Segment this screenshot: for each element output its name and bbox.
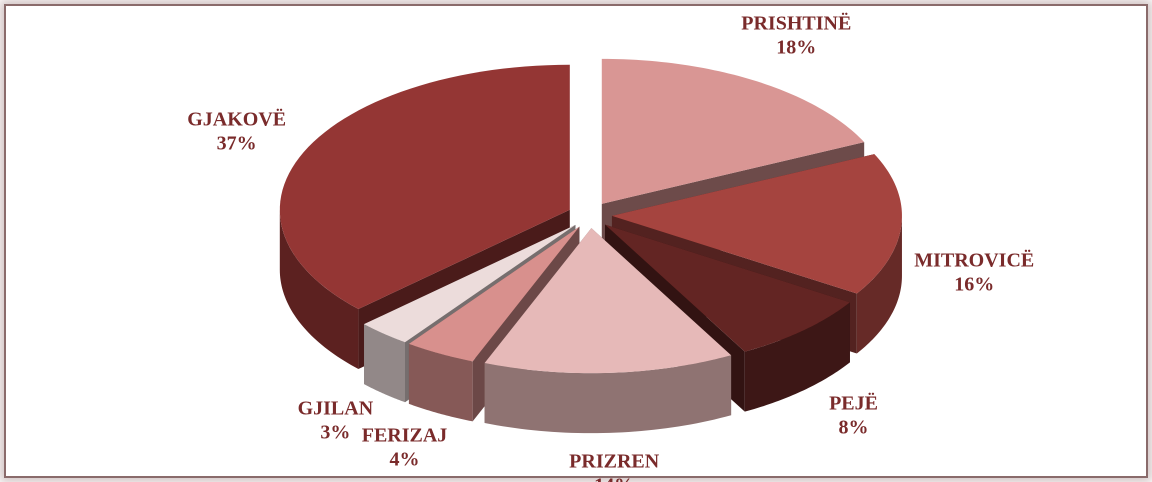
slice-top (484, 228, 732, 374)
slice-value-label: 18% (776, 36, 816, 58)
slice-outer-side (484, 355, 732, 434)
slice-top (279, 64, 570, 310)
slice-top (601, 58, 865, 204)
slice-value-label: 3% (320, 421, 350, 443)
slice-top (605, 224, 850, 352)
slice-value-label: 37% (217, 133, 257, 155)
slice-value-label: 16% (954, 273, 994, 295)
slice-label: FERIZAJ (362, 424, 448, 446)
slice-label: PRIZREN (569, 451, 660, 473)
slice-top (408, 226, 580, 362)
slice-top (611, 154, 902, 294)
slice-outer-side (408, 343, 473, 422)
slice-label: MITROVICË (914, 248, 1034, 271)
slice-value-label: 14% (594, 475, 634, 482)
slice (484, 228, 732, 434)
slice-outer-side (279, 209, 359, 370)
slice-value-label: 8% (839, 417, 869, 439)
slice-label: PRISHTINË (741, 11, 851, 34)
slice-outer-side (856, 215, 902, 354)
slice-label: PEJË (829, 392, 878, 415)
slice-label: GJAKOVË (187, 108, 286, 131)
slice-outer-side (744, 302, 850, 412)
slice-label: GJILAN (298, 397, 374, 419)
slice-outer-side (364, 324, 405, 403)
slice-value-label: 4% (390, 448, 420, 470)
slice-top (364, 224, 576, 343)
